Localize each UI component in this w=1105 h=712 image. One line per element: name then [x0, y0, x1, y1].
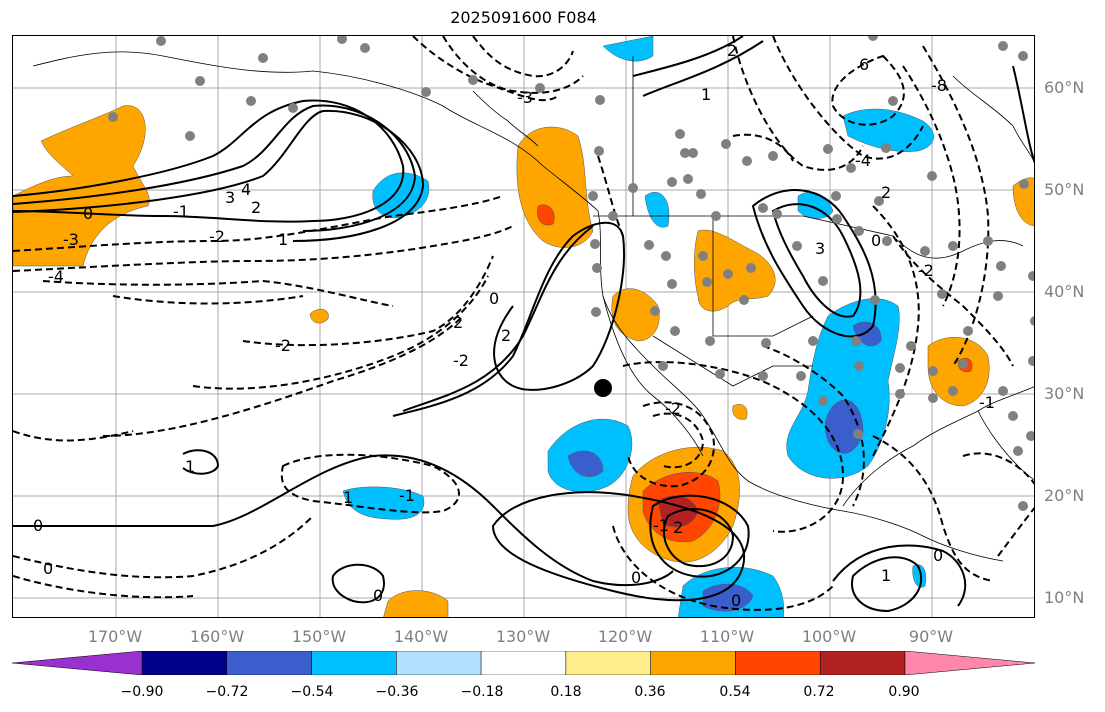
lon-label: 170°W	[87, 627, 143, 646]
colorbar-cell	[311, 651, 397, 675]
contour-label: -1	[173, 202, 189, 221]
contour-label: 1	[185, 457, 195, 476]
colorbar-tick: 0.54	[719, 684, 751, 700]
contour-label: 2	[251, 198, 261, 217]
contour-label: -1	[979, 393, 995, 412]
contour-label: -2	[665, 399, 681, 418]
contour-label: -8	[931, 76, 947, 95]
lat-label: 20°N	[1044, 486, 1085, 505]
contour-label: 0	[871, 231, 881, 250]
contour-label: -4	[48, 267, 64, 286]
contour-label: 2	[453, 313, 463, 332]
colorbar-tick: 0.36	[634, 684, 666, 700]
lat-label: 10°N	[1044, 588, 1085, 607]
colorbar-cell	[396, 651, 482, 675]
lon-label: 140°W	[393, 627, 449, 646]
contour-label: 2	[727, 41, 737, 60]
forecast-point-marker	[594, 379, 612, 397]
contour-label: 0	[631, 568, 641, 587]
colorbar-tick: −0.18	[460, 684, 504, 700]
colorbar-tick: −0.54	[290, 684, 334, 700]
contour-label: 0	[731, 591, 741, 610]
contour-label: -2	[453, 351, 469, 370]
contour-label: -1	[653, 516, 669, 535]
lat-label: 40°N	[1044, 282, 1085, 301]
contour-label: 0	[489, 289, 499, 308]
contour-label: 3	[815, 239, 825, 258]
contour-label: 0	[33, 516, 43, 535]
coastlines	[32, 51, 1034, 562]
contour-label: 6	[859, 55, 869, 74]
colorbar-tick: 0.90	[888, 684, 920, 700]
colorbar-cell	[819, 651, 906, 675]
colorbar-cell	[735, 651, 821, 675]
contour-label: -2	[275, 336, 291, 355]
colorbar-cell	[650, 651, 736, 675]
colorbar-min-arrow	[12, 651, 143, 675]
contour-label: 0	[83, 204, 93, 223]
colorbar-cell	[565, 651, 651, 675]
lat-label: 30°N	[1044, 384, 1085, 403]
contour-label: 3	[225, 188, 235, 207]
lat-label: 60°N	[1044, 78, 1085, 97]
contour-label: -3	[63, 230, 79, 249]
contour-label: 2	[881, 183, 891, 202]
colorbar-tick: −0.36	[375, 684, 419, 700]
map-panel: 4 3 2 1 0 -1 -2 -3 -4 -2 2 0 -2 -3 2 2 -…	[12, 35, 1035, 618]
map-canvas: 4 3 2 1 0 -1 -2 -3 -4 -2 2 0 -2 -3 2 2 -…	[13, 36, 1034, 617]
colorbar-tick: 0.18	[550, 684, 582, 700]
shaded-field	[13, 36, 1034, 617]
colorbar-tick: −0.90	[120, 684, 164, 700]
lon-label: 100°W	[801, 627, 857, 646]
positive-contours	[13, 36, 1034, 613]
colorbar	[12, 651, 1035, 675]
lon-label: 160°W	[189, 627, 245, 646]
negative-contours	[13, 36, 1034, 611]
contour-label: 1	[343, 488, 353, 507]
lat-label: 50°N	[1044, 180, 1085, 199]
contour-label: 0	[43, 559, 53, 578]
contour-label: -1	[399, 486, 415, 505]
colorbar-cell	[141, 651, 228, 675]
colorbar-cell	[226, 651, 312, 675]
contour-labels: 4 3 2 1 0 -1 -2 -3 -4 -2 2 0 -2 -3 2 2 -…	[33, 41, 995, 610]
contour-label: 4	[241, 180, 251, 199]
contour-label: -2	[918, 261, 934, 280]
lon-label: 120°W	[597, 627, 653, 646]
map-title: 2025091600 F084	[450, 8, 597, 27]
contour-label: 1	[701, 85, 711, 104]
station-markers	[108, 36, 1034, 511]
contour-label: -3	[517, 88, 533, 107]
contour-label: -2	[209, 227, 225, 246]
contour-label: 2	[673, 518, 683, 537]
contour-label: 1	[278, 230, 288, 249]
contour-label: 0	[933, 546, 943, 565]
lon-label: 150°W	[291, 627, 347, 646]
contour-label: 0	[373, 586, 383, 605]
contour-label: -4	[855, 151, 871, 170]
lon-label: 130°W	[495, 627, 551, 646]
contour-label: 2	[501, 326, 511, 345]
colorbar-cell	[480, 651, 567, 675]
colorbar-tick: 0.72	[803, 684, 835, 700]
contour-label: 1	[881, 566, 891, 585]
lon-label: 90°W	[908, 627, 954, 646]
lon-label: 110°W	[699, 627, 755, 646]
colorbar-max-arrow	[904, 651, 1035, 675]
colorbar-tick: −0.72	[205, 684, 249, 700]
